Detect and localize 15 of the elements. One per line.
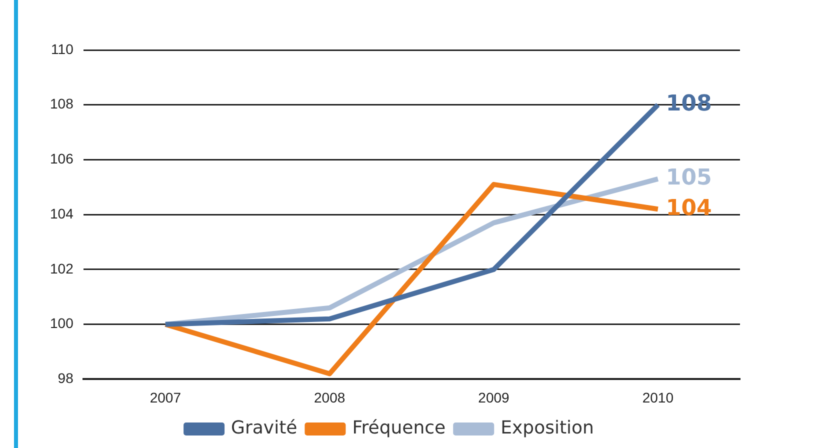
y-tick-label: 102: [50, 260, 74, 276]
x-tick-label: 2010: [642, 389, 674, 406]
y-tick-label: 110: [51, 40, 74, 57]
x-tick-label: 2009: [478, 389, 510, 406]
legend-label: Gravité: [231, 418, 298, 439]
x-tick-label: 2008: [314, 389, 346, 406]
y-tick-label: 108: [50, 96, 74, 112]
data-label: 105: [666, 166, 712, 191]
y-tick-label: 106: [50, 150, 74, 167]
y-tick-label: 100: [50, 315, 74, 332]
legend-label: Exposition: [500, 418, 594, 439]
y-tick-label: 98: [58, 370, 74, 386]
y-tick-label: 104: [50, 205, 74, 222]
legend-label: Fréquence: [352, 418, 446, 439]
x-tick-label: 2007: [150, 389, 182, 406]
